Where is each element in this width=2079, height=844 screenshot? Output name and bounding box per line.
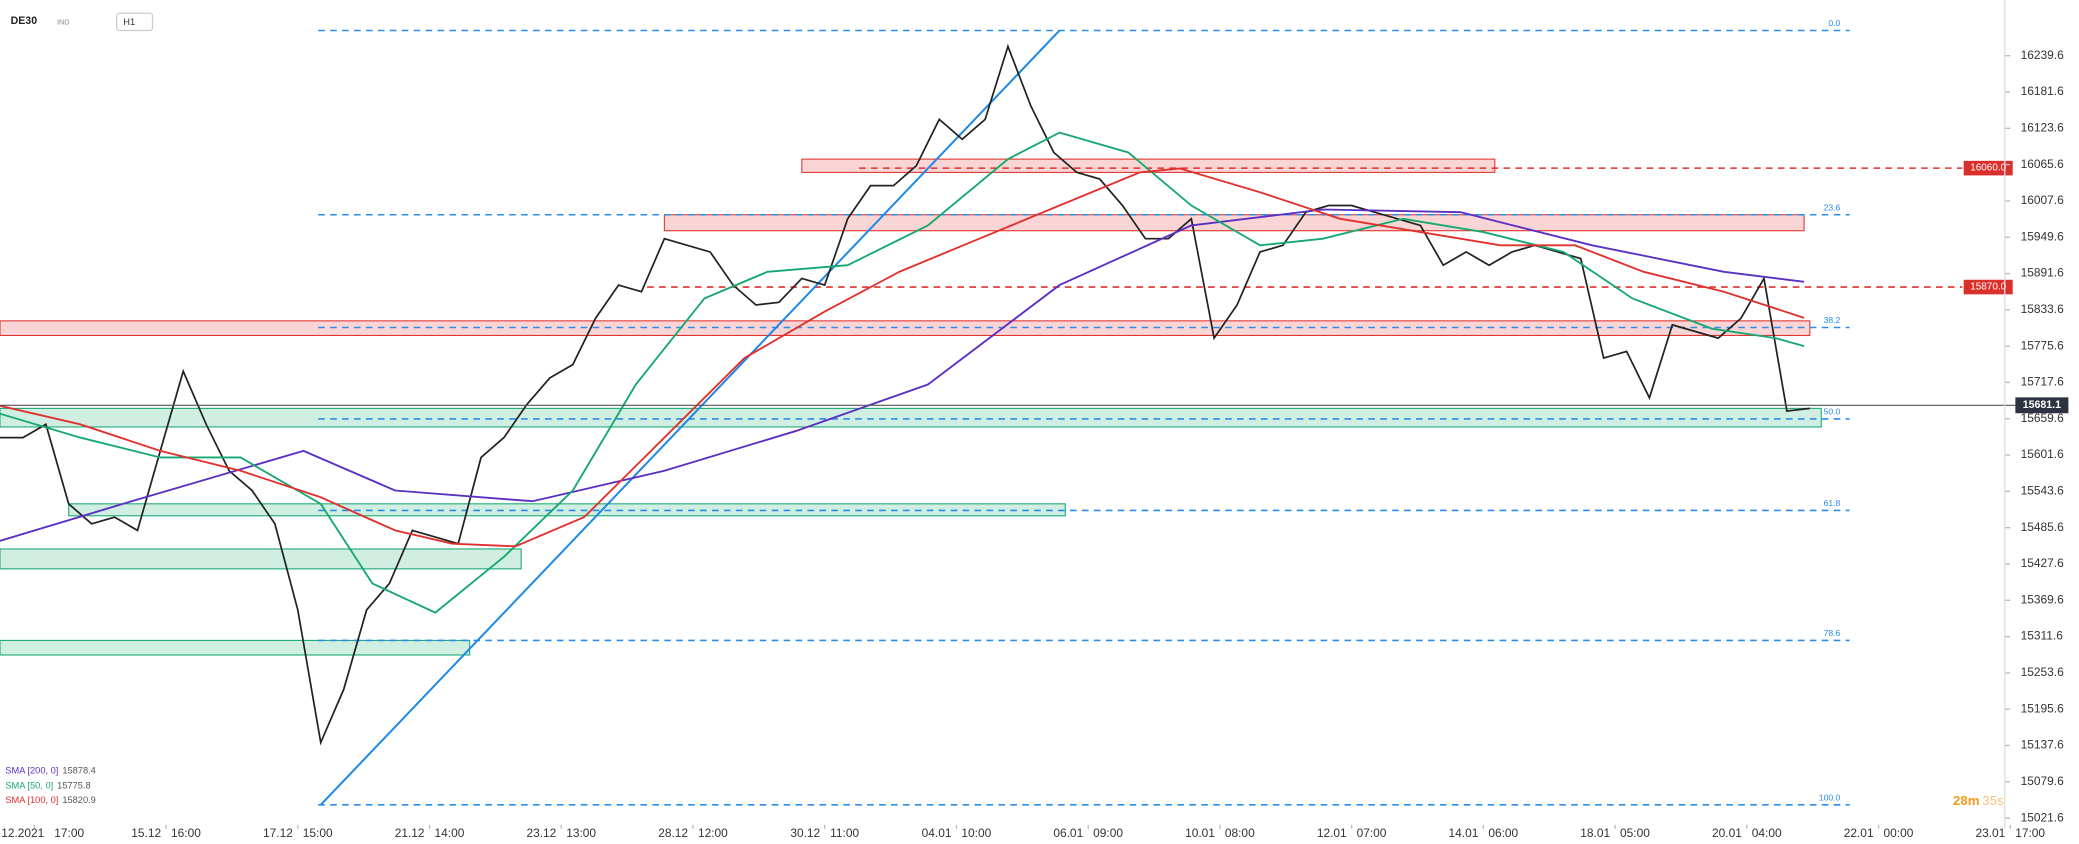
y-tick-label: 15775.6 [2021, 338, 2064, 352]
x-tick-label: 12.01 07:00 [1317, 826, 1387, 840]
price-tag [1963, 279, 2013, 295]
fib-label: 38.2 [1824, 315, 1841, 325]
x-tick-label: 23.12 13:00 [526, 826, 596, 840]
y-tick-label: 15195.6 [2021, 701, 2064, 715]
x-tick-label: 30.12 11:00 [790, 826, 859, 840]
zone [0, 639, 471, 656]
y-tick-label: 15369.6 [2021, 592, 2064, 606]
zone [68, 503, 1066, 517]
y-tick-label: 15891.6 [2021, 266, 2064, 280]
y-tick-label: 15833.6 [2021, 302, 2064, 316]
y-tick-label: 16065.6 [2021, 157, 2064, 171]
zone [663, 214, 1805, 232]
fib-label: 100.0 [1819, 792, 1841, 802]
legend-entry: SMA [200, 0] 15878.4 [5, 766, 96, 776]
symbol[interactable]: DE30 [11, 15, 38, 27]
price-tag-label: 16060.0 [1970, 163, 2006, 174]
y-tick-label: 16007.6 [2021, 193, 2064, 207]
x-tick-label: 18.01 05:00 [1580, 826, 1650, 840]
x-tick-label: 10.01 08:00 [1185, 826, 1255, 840]
legend-value: 15878.4 [62, 766, 95, 776]
y-tick-label: 16239.6 [2021, 48, 2064, 62]
x-tick-label: 13.12.2021 17:00 [0, 826, 84, 840]
y-tick-label: 16123.6 [2021, 120, 2064, 134]
current-price-tag [2015, 397, 2069, 414]
legend-value: 15820.9 [62, 795, 95, 805]
y-tick-label: 15253.6 [2021, 665, 2064, 679]
y-tick-label: 15659.6 [2021, 411, 2064, 425]
y-tick-label: 15717.6 [2021, 375, 2064, 389]
countdown-minutes: 28m [1953, 792, 1980, 807]
timeframe[interactable]: H1 [123, 17, 135, 27]
legend-name: SMA [100, 0] [5, 795, 58, 805]
x-tick-label: 04.01 10:00 [922, 826, 992, 840]
y-tick-label: 15485.6 [2021, 520, 2064, 534]
trendline [320, 29, 1061, 806]
fib-label: 50.0 [1824, 407, 1841, 417]
x-tick-label: 06.01 09:00 [1053, 826, 1123, 840]
price-tag-label: 15870.0 [1970, 282, 2006, 293]
fib-label: 0.0 [1828, 18, 1840, 28]
zone [0, 407, 1822, 428]
legend-entry: SMA [50, 0] 15775.8 [5, 781, 90, 791]
x-tick-label: 20.01 04:00 [1712, 826, 1782, 840]
price-line-series [0, 43, 1810, 746]
current-price-label: 15681.1 [2023, 399, 2061, 411]
y-tick-label: 15311.6 [2021, 629, 2064, 643]
x-tick-label: 28.12 12:00 [658, 826, 728, 840]
fib-label: 78.6 [1824, 628, 1841, 638]
countdown: 28m 35s [1953, 792, 2004, 807]
sma-line [0, 131, 1805, 614]
sma-line [0, 167, 1805, 548]
x-tick-label: 22.01 00:00 [1844, 826, 1914, 840]
price-tag [1963, 160, 2013, 176]
timeframe-box[interactable] [116, 12, 154, 32]
x-tick-label: 14.01 06:00 [1449, 826, 1519, 840]
y-tick-label: 15079.6 [2021, 774, 2064, 788]
y-tick-label: 15427.6 [2021, 556, 2064, 570]
zone [0, 548, 522, 570]
legend-name: SMA [200, 0] [5, 766, 58, 776]
y-tick-label: 16181.6 [2021, 84, 2064, 98]
x-tick-label: 23.01 17:00 [1975, 826, 2045, 840]
sma-line [0, 208, 1805, 542]
legend-entry: SMA [100, 0] 15820.9 [5, 795, 96, 805]
x-tick-label: 21.12 14:00 [395, 826, 465, 840]
x-tick-label: 15.12 16:00 [131, 826, 201, 840]
y-tick-label: 15021.6 [2021, 810, 2064, 824]
y-tick-label: 15137.6 [2021, 738, 2064, 752]
countdown-seconds: 35s [1982, 792, 2004, 807]
legend-name: SMA [50, 0] [5, 781, 53, 791]
fib-label: 23.6 [1824, 202, 1841, 212]
legend-value: 15775.8 [57, 781, 90, 791]
y-tick-label: 15949.6 [2021, 229, 2064, 243]
market: IND [57, 17, 70, 26]
x-tick-label: 17.12 15:00 [263, 826, 333, 840]
y-tick-label: 15543.6 [2021, 484, 2064, 498]
y-tick-label: 15601.6 [2021, 447, 2064, 461]
fib-label: 61.8 [1824, 498, 1841, 508]
